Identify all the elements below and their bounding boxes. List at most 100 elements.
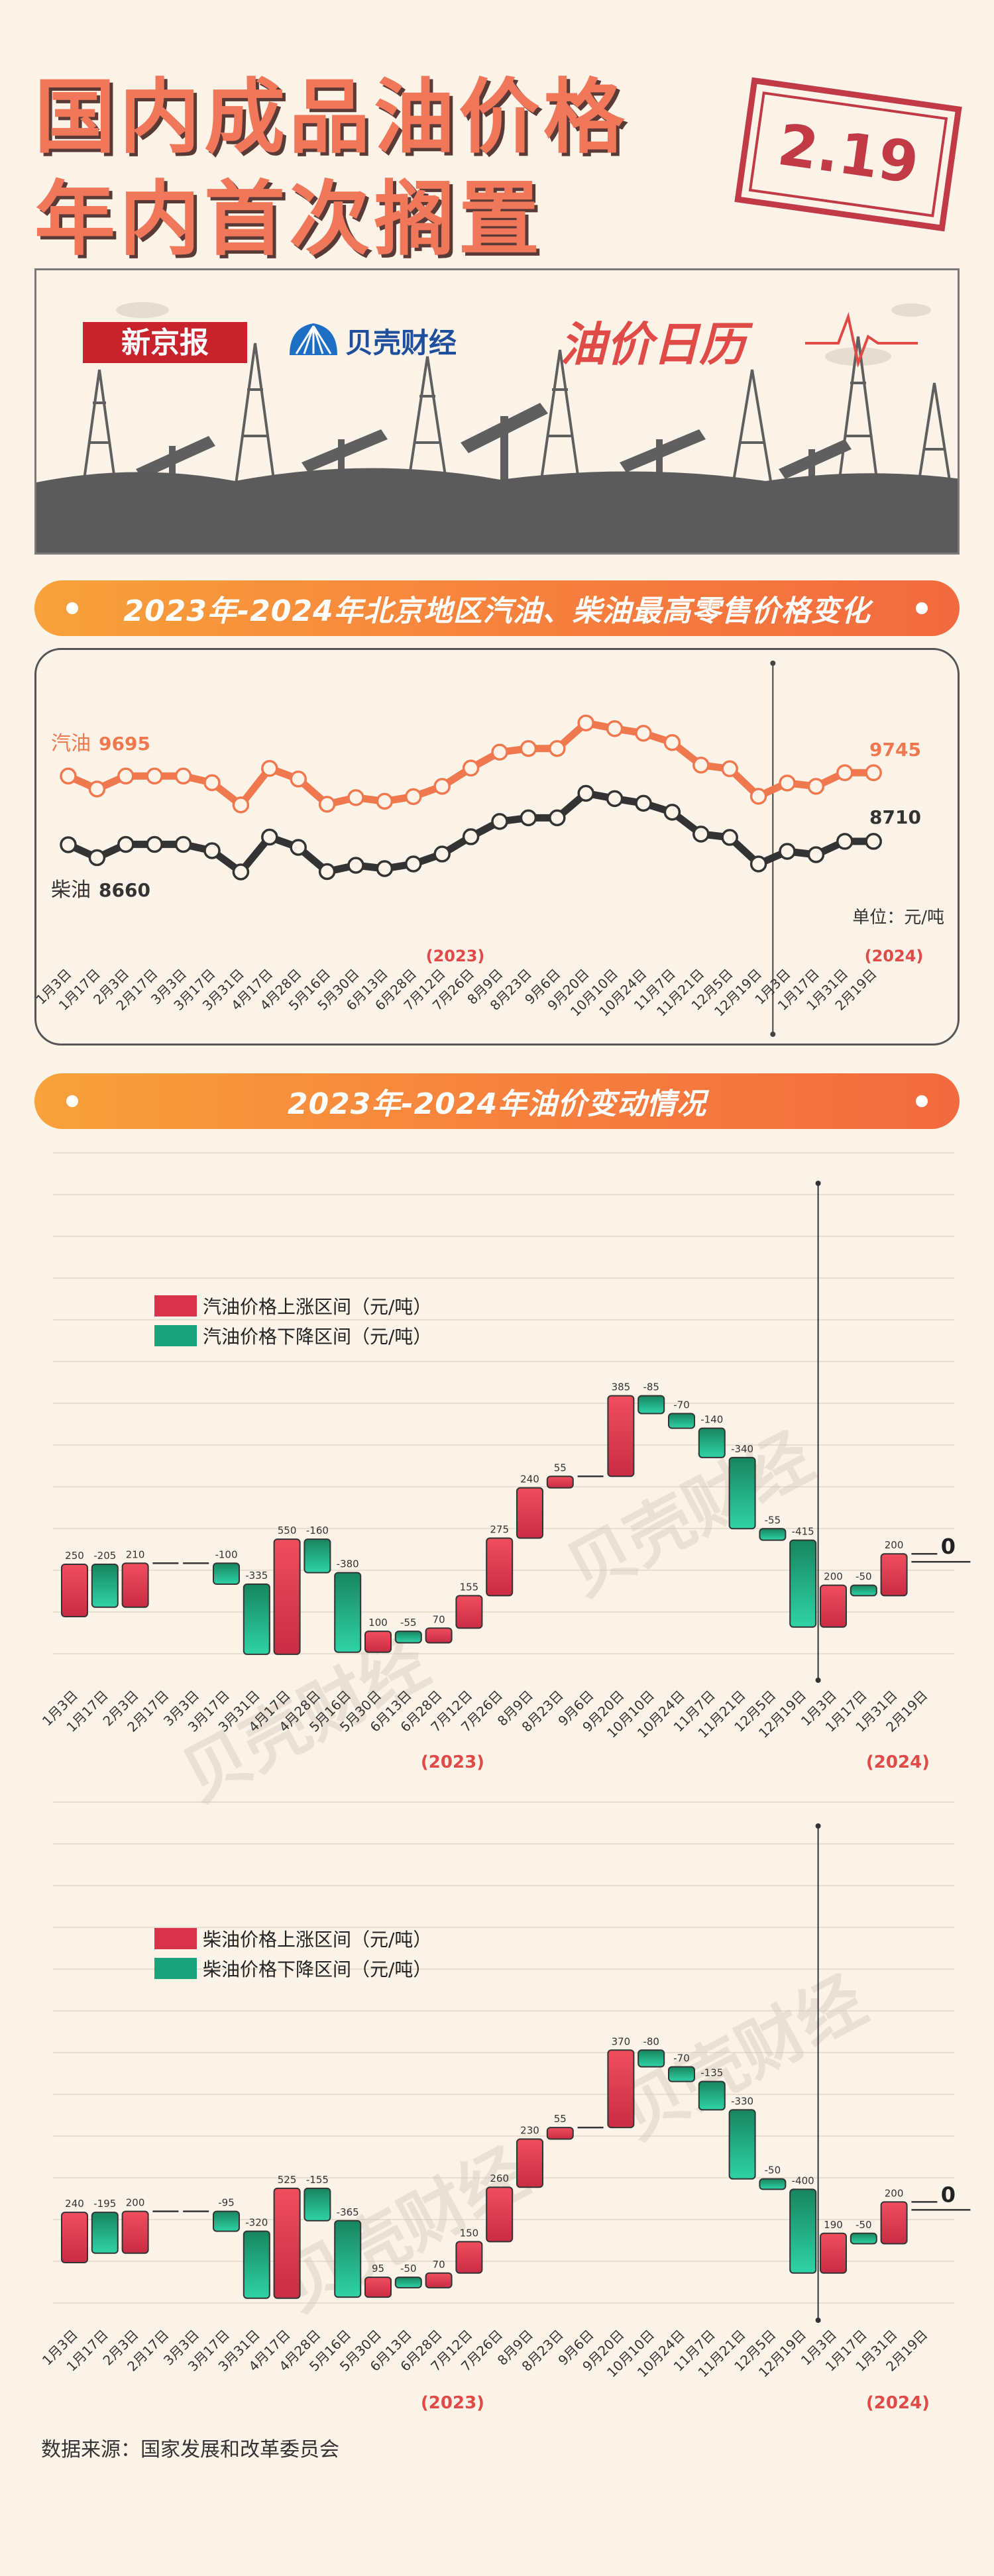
bar-value-label: -415 bbox=[792, 1526, 814, 1538]
fall-bar bbox=[668, 1413, 695, 1429]
gasoline-point bbox=[779, 775, 796, 792]
diesel-point bbox=[721, 829, 738, 846]
diesel-point bbox=[203, 842, 221, 859]
diesel-point bbox=[405, 855, 422, 873]
stamp-date: 2.19 bbox=[773, 111, 923, 197]
fall-bar bbox=[243, 1583, 270, 1655]
bar-value-label: -155 bbox=[306, 2174, 329, 2186]
bar-value-label: 70 bbox=[433, 2259, 445, 2271]
gasoline-point bbox=[376, 792, 394, 810]
diesel-point bbox=[88, 849, 106, 867]
fall-bar bbox=[850, 1584, 877, 1597]
rise-bar bbox=[607, 2049, 635, 2129]
gasoline-point bbox=[117, 767, 135, 785]
diesel-point bbox=[347, 857, 364, 874]
rise-bar bbox=[455, 1595, 483, 1629]
fall-bar bbox=[637, 1395, 665, 1415]
diesel-point bbox=[318, 863, 336, 881]
bar-value-label: 200 bbox=[885, 2187, 904, 2199]
data-source: 数据来源：国家发展和改革委员会 bbox=[41, 2438, 339, 2461]
section1-title: 2023年-2024年北京地区汽油、柴油最高零售价格变化 bbox=[123, 594, 871, 628]
line-chart-panel: 汽油 9695 柴油 8660 9745 8710 单位：元/吨 (2023) … bbox=[34, 648, 960, 1046]
bar-value-label: 200 bbox=[126, 2197, 145, 2209]
legend-down-swatch bbox=[154, 1325, 197, 1346]
gasoline-point bbox=[290, 771, 307, 788]
bar-value-label: -80 bbox=[643, 2035, 659, 2047]
diesel-point bbox=[865, 833, 882, 850]
rise-bar bbox=[273, 2187, 301, 2299]
gasoline-point bbox=[318, 796, 336, 813]
diesel-point bbox=[749, 855, 767, 873]
wf1-year-2024: (2024) bbox=[866, 1752, 930, 1772]
gasoline-legend-up: 汽油价格上涨区间（元/吨） bbox=[203, 1296, 431, 1318]
brand-beike: 贝壳财经 bbox=[345, 327, 457, 359]
gasoline-point bbox=[261, 760, 278, 777]
bar-value-label: -70 bbox=[673, 1399, 690, 1411]
gasoline-point bbox=[433, 778, 451, 795]
diesel-point bbox=[663, 804, 681, 821]
rise-bar bbox=[546, 1476, 574, 1489]
line-chart: 汽油 9695 柴油 8660 9745 8710 单位：元/吨 (2023) … bbox=[36, 661, 944, 1037]
legend-up-swatch bbox=[154, 1295, 197, 1316]
fall-bar bbox=[394, 1631, 422, 1644]
rise-bar bbox=[607, 1395, 635, 1477]
fall-bar bbox=[243, 2230, 270, 2299]
diesel-point bbox=[779, 843, 796, 860]
bar-value-label: 95 bbox=[372, 2263, 384, 2275]
diesel-point bbox=[491, 813, 508, 830]
rise-bar bbox=[820, 1584, 847, 1628]
wf1-final-label: 0 bbox=[941, 1534, 956, 1559]
bar-value-label: -50 bbox=[765, 2165, 781, 2176]
bar-value-label: -160 bbox=[306, 1525, 329, 1536]
diesel-point bbox=[549, 809, 566, 827]
diesel-point bbox=[261, 828, 278, 846]
fall-bar bbox=[728, 1456, 756, 1530]
bar-value-label: 240 bbox=[65, 2198, 84, 2210]
headline-line-1: 国内成品油价格 bbox=[34, 70, 628, 164]
bar-value-label: 155 bbox=[460, 1581, 479, 1593]
rise-bar bbox=[61, 2212, 88, 2264]
diesel-legend-down: 柴油价格下降区间（元/吨） bbox=[203, 1959, 431, 1980]
fall-bar bbox=[637, 2049, 665, 2068]
bar-value-label: -140 bbox=[700, 1414, 723, 1426]
bar-value-label: -320 bbox=[245, 2217, 268, 2229]
section2-title: 2023年-2024年油价变动情况 bbox=[287, 1087, 707, 1121]
date-stamp: 2.19 bbox=[734, 77, 962, 232]
bar-value-label: -400 bbox=[792, 2174, 814, 2186]
gasoline-point bbox=[60, 767, 77, 785]
wf2-final-label: 0 bbox=[941, 2182, 956, 2207]
bar-value-label: -55 bbox=[765, 1514, 781, 1526]
diesel-point bbox=[836, 833, 854, 850]
oilfield-illustration: 新京报 贝壳财经 油价日历 bbox=[36, 302, 958, 553]
rise-bar bbox=[425, 1627, 453, 1644]
diesel-start-label: 8660 bbox=[99, 879, 150, 901]
fall-bar bbox=[213, 1562, 240, 1585]
rise-bar bbox=[121, 2210, 149, 2254]
bar-value-label: 525 bbox=[278, 2174, 297, 2186]
bar-value-label: 55 bbox=[554, 1462, 567, 1474]
bar-value-label: 70 bbox=[433, 1613, 445, 1625]
bar-value-label: -70 bbox=[673, 2053, 690, 2065]
bar-value-label: 250 bbox=[65, 1550, 84, 1562]
diesel-point bbox=[692, 826, 710, 843]
bar-value-label: -55 bbox=[400, 1617, 417, 1629]
bar-value-label: 230 bbox=[520, 2125, 539, 2137]
bar-value-label: -380 bbox=[337, 1558, 359, 1570]
fall-bar bbox=[304, 1538, 331, 1574]
fall-bar bbox=[304, 2187, 331, 2222]
diesel-point bbox=[117, 835, 135, 853]
rise-bar bbox=[121, 1562, 149, 1608]
gasoline-point bbox=[663, 733, 681, 751]
bar-value-label: 55 bbox=[554, 2113, 567, 2125]
rise-bar bbox=[425, 2272, 453, 2288]
bar-value-label: 200 bbox=[885, 1539, 904, 1551]
fall-bar bbox=[728, 2109, 756, 2180]
section-title-price-trend: 2023年-2024年北京地区汽油、柴油最高零售价格变化 bbox=[34, 580, 960, 636]
gasoline-point bbox=[865, 764, 882, 782]
rise-bar bbox=[455, 2241, 483, 2274]
bar-value-label: -205 bbox=[93, 1550, 116, 1562]
gasoline-point bbox=[749, 788, 767, 805]
oil-calendar-banner: 新京报 贝壳财经 油价日历 bbox=[34, 268, 960, 555]
gasoline-point bbox=[520, 740, 537, 757]
bar-value-label: 370 bbox=[612, 2035, 631, 2047]
